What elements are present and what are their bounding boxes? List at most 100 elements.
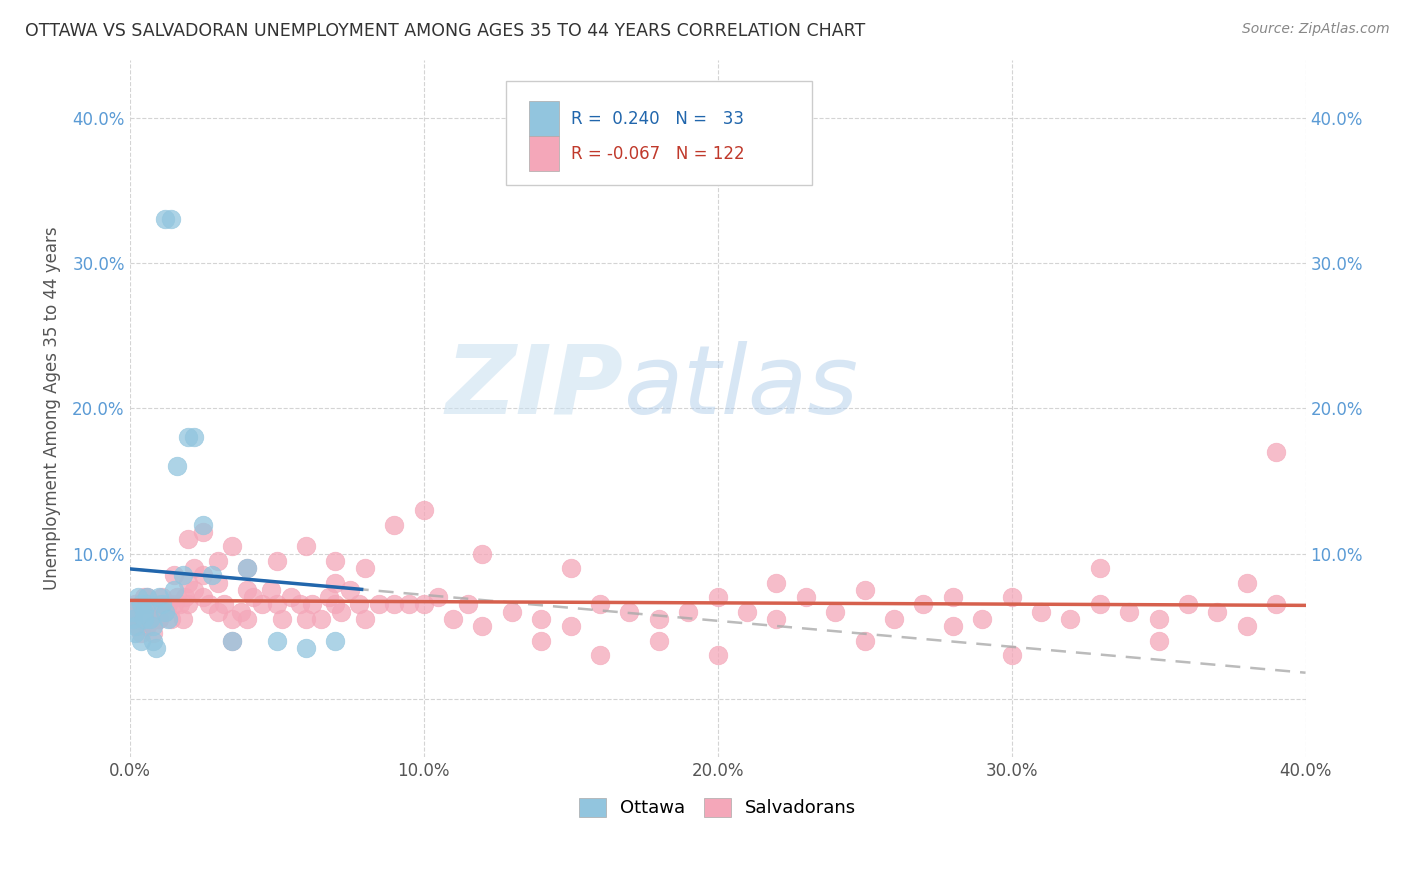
Point	[191, 517, 214, 532]
Point	[412, 598, 434, 612]
Point	[127, 619, 149, 633]
Point	[530, 633, 553, 648]
Point	[280, 590, 302, 604]
Point	[131, 605, 153, 619]
Point	[207, 605, 229, 619]
Point	[136, 590, 159, 604]
Point	[136, 619, 159, 633]
Point	[1265, 598, 1288, 612]
Point	[271, 612, 294, 626]
Point	[131, 598, 153, 612]
Point	[560, 619, 582, 633]
Point	[325, 598, 347, 612]
Point	[295, 640, 318, 655]
Point	[471, 547, 494, 561]
Point	[318, 590, 340, 604]
Point	[236, 561, 259, 575]
Point	[148, 612, 170, 626]
Point	[765, 612, 787, 626]
Point	[1177, 598, 1199, 612]
Legend: Ottawa, Salvadorans: Ottawa, Salvadorans	[572, 791, 863, 824]
Point	[824, 605, 846, 619]
Bar	[530, 102, 558, 136]
Point	[134, 605, 156, 619]
Point	[853, 633, 876, 648]
Point	[148, 612, 170, 626]
Point	[295, 539, 318, 553]
Point	[136, 590, 159, 604]
Point	[207, 575, 229, 590]
Point	[589, 598, 612, 612]
Point	[706, 648, 728, 663]
Point	[883, 612, 905, 626]
Point	[124, 626, 146, 640]
Point	[166, 590, 188, 604]
Point	[177, 430, 200, 444]
Text: OTTAWA VS SALVADORAN UNEMPLOYMENT AMONG AGES 35 TO 44 YEARS CORRELATION CHART: OTTAWA VS SALVADORAN UNEMPLOYMENT AMONG …	[25, 22, 866, 40]
Point	[163, 568, 186, 582]
Point	[142, 619, 165, 633]
Point	[142, 612, 165, 626]
Point	[177, 532, 200, 546]
Point	[972, 612, 994, 626]
Point	[191, 568, 214, 582]
Point	[142, 633, 165, 648]
Point	[1029, 605, 1052, 619]
Point	[1265, 445, 1288, 459]
Point	[201, 568, 224, 582]
Point	[1000, 590, 1022, 604]
Point	[1236, 575, 1258, 590]
Point	[1118, 605, 1140, 619]
Point	[131, 633, 153, 648]
Point	[288, 598, 311, 612]
Point	[131, 626, 153, 640]
Point	[221, 612, 243, 626]
Point	[177, 575, 200, 590]
Point	[183, 561, 205, 575]
Point	[942, 590, 965, 604]
Point	[412, 503, 434, 517]
Text: ZIP: ZIP	[446, 341, 623, 434]
Point	[648, 612, 671, 626]
Point	[153, 212, 176, 227]
Point	[368, 598, 391, 612]
Point	[325, 575, 347, 590]
Point	[163, 582, 186, 597]
Point	[172, 568, 194, 582]
Point	[427, 590, 450, 604]
Point	[325, 633, 347, 648]
Point	[853, 582, 876, 597]
Point	[339, 582, 361, 597]
Point	[121, 605, 143, 619]
Point	[191, 590, 214, 604]
Point	[648, 633, 671, 648]
Point	[191, 524, 214, 539]
Point	[236, 582, 259, 597]
Point	[156, 598, 179, 612]
Point	[457, 598, 479, 612]
Point	[134, 590, 156, 604]
Point	[183, 582, 205, 597]
Text: atlas: atlas	[623, 341, 859, 434]
Point	[706, 590, 728, 604]
Point	[153, 605, 176, 619]
Point	[139, 598, 162, 612]
Point	[231, 605, 253, 619]
Point	[382, 598, 405, 612]
Point	[136, 598, 159, 612]
Text: R =  0.240   N =   33: R = 0.240 N = 33	[571, 110, 744, 128]
Text: R = -0.067   N = 122: R = -0.067 N = 122	[571, 145, 744, 162]
Point	[150, 590, 173, 604]
Point	[221, 633, 243, 648]
FancyBboxPatch shape	[506, 80, 811, 186]
Point	[198, 598, 221, 612]
Point	[1147, 633, 1170, 648]
Point	[127, 590, 149, 604]
Point	[353, 612, 375, 626]
Point	[441, 612, 464, 626]
Point	[163, 598, 186, 612]
Point	[794, 590, 817, 604]
Point	[121, 605, 143, 619]
Point	[134, 612, 156, 626]
Point	[177, 598, 200, 612]
